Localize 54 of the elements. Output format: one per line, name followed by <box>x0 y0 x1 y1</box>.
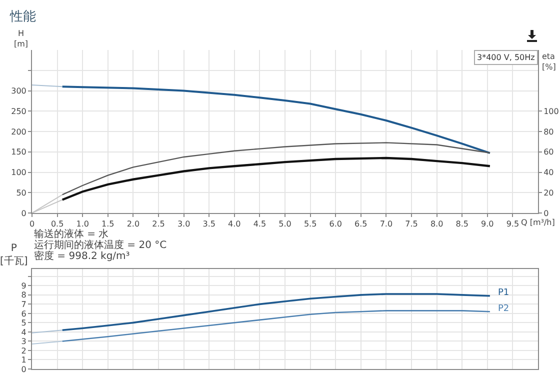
x-tick-label: 4.5 <box>253 220 266 229</box>
x-tick-label: 3.0 <box>177 220 190 229</box>
y-axis-title: P [千瓦] <box>0 243 28 267</box>
y-tick-label: 8 <box>21 290 26 300</box>
y-tick-label: 9 <box>21 281 26 290</box>
y-axis-title: H [m] <box>14 29 28 48</box>
y-tick-label: 150 <box>11 148 26 157</box>
x-tick-label: 9.0 <box>481 220 494 229</box>
x-tick-label: 7.0 <box>380 220 393 229</box>
x-tick-label: 5.0 <box>278 220 292 229</box>
y-tick-label: 0 <box>21 364 26 374</box>
y-tick-label: 4 <box>21 328 26 337</box>
text: 运行期间的液体温度 = 20 °C <box>34 239 167 251</box>
chart-title: 性能 <box>9 10 36 25</box>
y-tick-label: 200 <box>11 127 26 136</box>
y-tick-label: 300 <box>11 86 26 96</box>
x-tick-label: 6.5 <box>354 220 368 229</box>
y-tick-label: 250 <box>11 106 26 116</box>
x-tick-label: 8.0 <box>430 220 444 229</box>
y2-tick-label: 0 <box>544 208 549 218</box>
x-tick-label: 8.5 <box>456 220 468 229</box>
y-tick-label: 7 <box>21 300 26 309</box>
y2-tick-label: 100 <box>544 106 559 116</box>
y-tick-label: 50 <box>16 188 26 198</box>
y-tick-label: 100 <box>11 168 26 178</box>
y-tick-label: 6 <box>21 309 26 318</box>
x-tick-label: 1.5 <box>102 220 114 229</box>
x-tick-label: 3.5 <box>202 220 216 229</box>
text: 密度 = 998.2 kg/m³ <box>34 250 130 262</box>
y2-axis-title: eta [%] <box>542 52 556 72</box>
x-tick-label: 1.0 <box>76 220 89 229</box>
x-tick-label: 0.5 <box>50 220 64 229</box>
series-label: P2 <box>498 304 510 314</box>
y2-tick-label: 20 <box>544 188 554 198</box>
y-tick-label: 2 <box>21 346 26 356</box>
x-tick-label: 4.0 <box>228 220 241 229</box>
x-axis-title: Q [m³/h] <box>521 218 555 227</box>
x-tick-label: 6.0 <box>329 220 342 229</box>
y2-tick-label: 60 <box>544 148 554 157</box>
y2-tick-label: 40 <box>544 168 554 178</box>
y-tick-label: 0 <box>21 208 26 218</box>
x-tick-label: 9.5 <box>506 220 520 229</box>
x-tick-label: 5.5 <box>304 220 317 229</box>
annotation: 3*400 V, 50Hz <box>477 53 535 62</box>
text: 输送的液体 = 水 <box>34 228 109 240</box>
x-tick-label: 2.0 <box>126 220 140 229</box>
series-label: P1 <box>498 288 510 298</box>
y2-tick-label: 80 <box>544 127 554 136</box>
y-tick-label: 1 <box>21 356 26 365</box>
y-tick-label: 5 <box>21 318 26 328</box>
x-tick-label: 2.5 <box>152 220 165 229</box>
y-tick-label: 3 <box>21 337 26 346</box>
x-tick-label: 0 <box>29 220 35 229</box>
x-tick-label: 7.5 <box>405 220 418 229</box>
